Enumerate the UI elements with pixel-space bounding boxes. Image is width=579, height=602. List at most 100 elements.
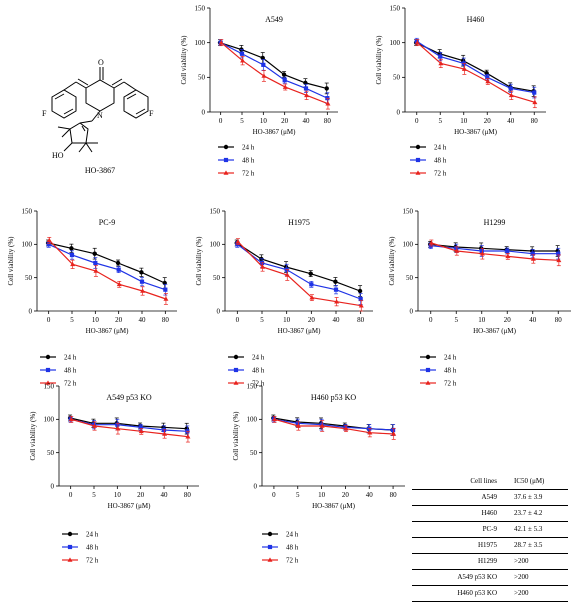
table-cell-line: H1299 [412,553,500,570]
x-tick-label: 0 [47,316,51,324]
x-tick-label: 80 [531,117,539,125]
series-24h [45,239,167,289]
x-tick-label: 20 [484,117,492,125]
data-point-72h [425,380,431,385]
data-point-72h [284,272,290,277]
y-tick-label: 150 [210,207,221,215]
series-line [416,40,535,94]
data-point-48h [261,62,266,67]
data-point-48h [438,54,443,59]
y-tick-label: 150 [44,382,55,390]
series-line [430,245,559,255]
data-point-48h [267,544,273,550]
legend-label: 48 h [286,543,299,551]
series-line [220,42,328,99]
series-72h [414,39,538,109]
legend-label: 24 h [86,530,99,538]
chart-title: H460 [467,15,485,24]
y-axis-label: Cell viability (%) [180,35,188,85]
y-axis-label: Cell viability (%) [7,236,15,286]
x-axis-label: HO-3867 (μM) [312,502,355,510]
table-cell-line: A549 [412,489,500,506]
x-tick-label: 80 [357,316,365,324]
legend: 24 h 48 h 72 h [410,143,447,177]
table-cell-ic50: >200 [500,585,568,602]
x-tick-label: 5 [92,491,96,499]
x-tick-label: 0 [236,316,240,324]
y-axis-label: Cell viability (%) [232,411,240,461]
data-point-72h [304,92,310,98]
legend-label: 48 h [86,543,99,551]
data-point-72h [138,428,144,434]
data-point-48h [115,422,120,427]
data-point-48h [425,367,431,373]
series-line [48,239,167,300]
data-point-24h [115,260,121,266]
data-point-48h [454,246,459,251]
series-72h [428,239,562,267]
y-axis-label: Cell viability (%) [29,411,37,461]
legend-label: 72 h [286,556,299,564]
legend-label: 72 h [64,379,77,387]
chart-panel: 0 50 100 150 0 5 10 20 40 80 A549 HO-3867 (μM) Cell … [180,4,338,177]
data-point-72h [267,557,273,562]
y-axis-label: Cell viability (%) [195,236,203,286]
legend: 24 h 48 h 72 h [218,143,255,177]
data-point-72h [68,416,74,422]
data-point-72h [140,288,146,293]
x-tick-label: 80 [162,316,170,324]
x-tick-label: 40 [333,316,341,324]
y-tick-label: 50 [198,74,206,82]
x-tick-label: 20 [281,117,289,125]
data-point-72h [295,423,301,428]
x-tick-label: 20 [342,491,350,499]
x-tick-label: 0 [69,491,73,499]
x-tick-label: 10 [318,491,326,499]
data-point-48h [295,421,300,426]
x-tick-label: 10 [92,316,100,324]
data-point-48h [233,367,239,373]
data-point-24h [139,270,144,275]
table-row: PC-9 42.1 ± 5.3 [412,521,568,538]
x-tick-label: 0 [415,117,419,125]
data-point-72h [428,240,434,245]
x-tick-label: 80 [390,491,398,499]
data-point-48h [282,78,287,83]
data-point-72h [358,303,364,308]
y-tick-label: 100 [390,39,401,47]
atom-label-nitrogen: N [97,111,103,120]
legend-label: 72 h [444,379,457,387]
data-point-48h [239,51,245,56]
data-point-72h [454,248,460,253]
y-tick-label: 150 [390,4,401,12]
table-cell-ic50: 28.7 ± 3.5 [500,537,568,554]
legend-label: 72 h [242,169,255,177]
data-point-24h [67,531,73,537]
series-72h [218,39,331,110]
series-line [237,241,362,307]
y-tick-label: 100 [44,416,55,424]
x-tick-label: 40 [507,117,515,125]
data-point-48h [532,90,537,95]
legend-label: 24 h [444,353,457,361]
y-tick-label: 150 [403,207,414,215]
y-tick-label: 100 [22,241,33,249]
y-axis-label: Cell viability (%) [375,35,383,85]
legend: 24 h 48 h 72 h [62,530,99,564]
legend-label: 24 h [434,143,447,151]
series-48h [68,415,190,438]
table-row: H460 23.7 ± 4.2 [412,505,568,522]
legend-label: 24 h [286,530,299,538]
series-72h [235,238,364,312]
series-48h [235,240,363,305]
legend-label: 48 h [242,156,255,164]
series-line [220,42,329,105]
data-point-72h [218,40,224,45]
x-axis-label: HO-3867 (μM) [473,327,516,335]
data-point-72h [93,268,99,273]
series-24h [67,414,189,435]
data-point-24h [281,72,287,77]
table-cell-ic50: 23.7 ± 4.2 [500,505,568,522]
data-point-48h [485,75,490,80]
data-point-72h [92,423,98,428]
